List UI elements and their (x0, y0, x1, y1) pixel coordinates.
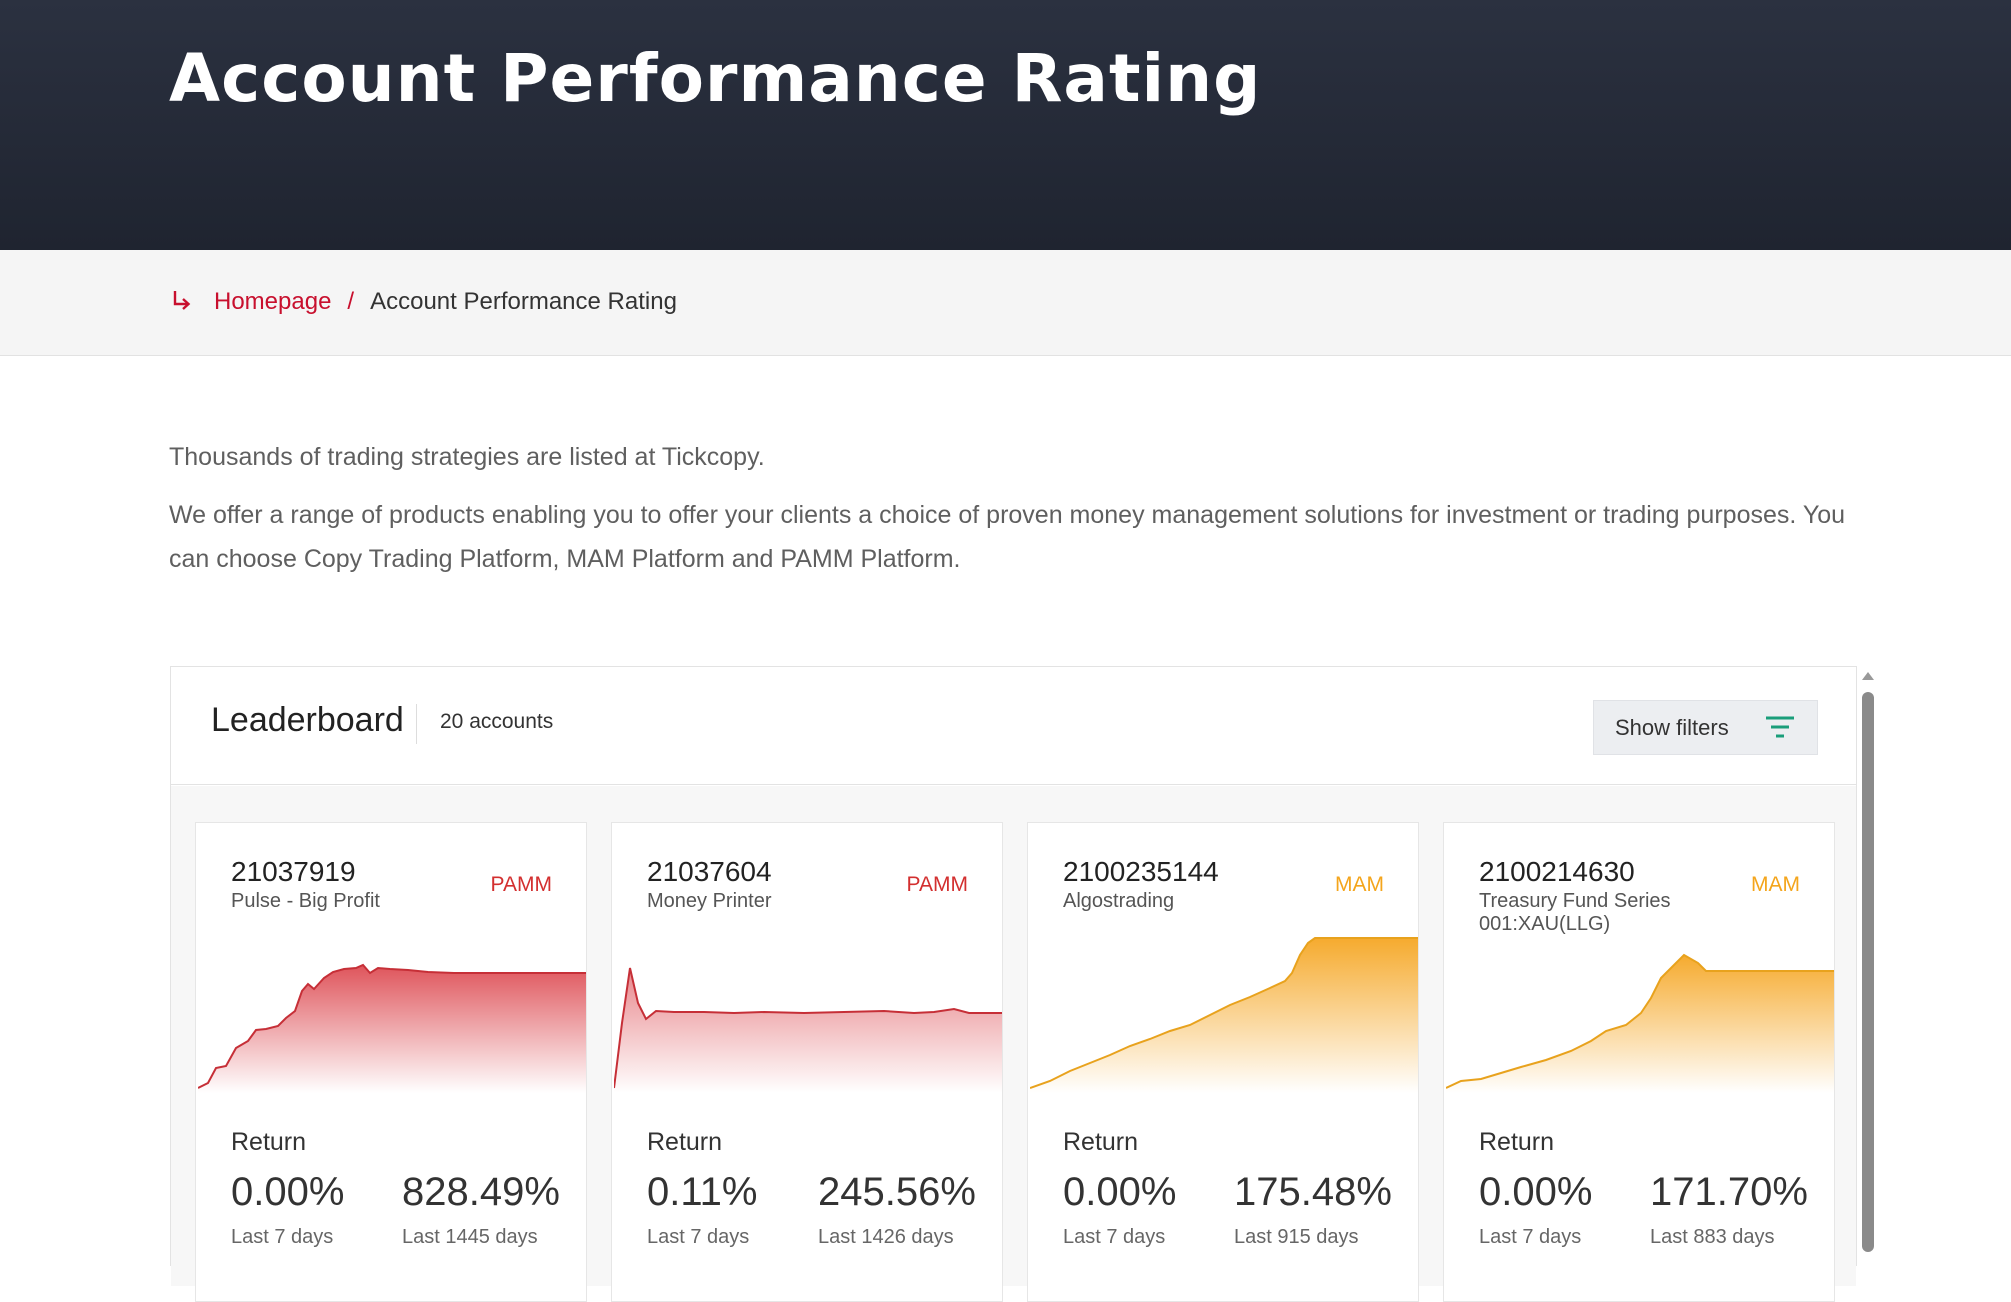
account-card[interactable]: 21037919 PAMM Pulse - Big Profit Return … (195, 822, 587, 1302)
return-7d-label: Last 7 days (647, 1226, 750, 1248)
equity-sparkline (1030, 937, 1418, 1093)
account-id: 2100235144 (1063, 856, 1219, 887)
return-label: Return (1479, 1128, 1555, 1156)
return-7d-value: 0.00% (231, 1170, 345, 1214)
show-filters-label: Show filters (1615, 714, 1729, 740)
return-total-label: Last 1445 days (402, 1226, 538, 1248)
page-header: Account Performance Rating (0, 0, 2011, 250)
return-total-value: 828.49% (402, 1170, 560, 1214)
return-label: Return (647, 1128, 723, 1156)
account-type-badge: PAMM (490, 873, 552, 896)
account-count: 20 accounts (440, 710, 554, 733)
return-7d-value: 0.00% (1063, 1170, 1177, 1214)
account-type-badge: MAM (1335, 873, 1384, 896)
page-title: Account Performance Rating (169, 40, 1262, 117)
account-name: Algostrading (1063, 890, 1175, 912)
return-label: Return (231, 1128, 307, 1156)
scroll-up-arrow[interactable] (1862, 672, 1874, 680)
return-total-value: 171.70% (1650, 1170, 1808, 1214)
return-total-label: Last 1426 days (818, 1226, 954, 1248)
breadcrumb: Homepage / Account Performance Rating (170, 288, 677, 316)
leaderboard-cards: 21037919 PAMM Pulse - Big Profit Return … (171, 786, 1856, 1302)
breadcrumb-bar: Homepage / Account Performance Rating (0, 250, 2011, 356)
filter-lines-icon (1766, 716, 1794, 738)
account-name: Money Printer (647, 890, 772, 912)
equity-sparkline (198, 963, 586, 1093)
account-id: 2100214630 (1479, 856, 1635, 887)
account-name: Pulse - Big Profit (231, 890, 380, 912)
return-7d-label: Last 7 days (1063, 1226, 1166, 1248)
return-7d-value: 0.00% (1479, 1170, 1593, 1214)
return-label: Return (1063, 1128, 1139, 1156)
leaderboard-panel: Leaderboard 20 accounts Show filters 210… (170, 666, 1857, 1302)
intro-line-2: We offer a range of products enabling yo… (169, 501, 1846, 573)
breadcrumb-home-link[interactable]: Homepage (214, 288, 332, 315)
breadcrumb-current: Account Performance Rating (370, 288, 677, 315)
intro-line-1: Thousands of trading strategies are list… (169, 443, 765, 471)
header-divider (416, 704, 417, 744)
return-total-value: 245.56% (818, 1170, 976, 1214)
account-type-badge: MAM (1751, 873, 1800, 896)
account-id: 21037919 (231, 856, 356, 887)
return-total-value: 175.48% (1234, 1170, 1392, 1214)
leaderboard-title: Leaderboard (211, 701, 404, 739)
account-name: Treasury Fund Series 001:XAU(LLG) (1479, 890, 1671, 935)
intro-text: Thousands of trading strategies are list… (169, 435, 1889, 581)
return-7d-value: 0.11% (647, 1170, 758, 1214)
return-total-label: Last 883 days (1650, 1226, 1775, 1248)
return-7d-label: Last 7 days (231, 1226, 334, 1248)
account-type-badge: PAMM (906, 873, 968, 896)
show-filters-button[interactable]: Show filters (1593, 700, 1818, 755)
equity-sparkline (1446, 953, 1834, 1093)
leaderboard-header: Leaderboard 20 accounts Show filters (171, 667, 1856, 785)
return-arrow-icon (173, 291, 191, 310)
equity-sparkline (614, 967, 1002, 1093)
account-card[interactable]: 21037604 PAMM Money Printer Return 0.11%… (611, 822, 1003, 1302)
breadcrumb-separator: / (347, 288, 355, 315)
account-card[interactable]: 2100214630 MAM Treasury Fund Series 001:… (1443, 822, 1835, 1302)
return-7d-label: Last 7 days (1479, 1226, 1582, 1248)
account-card[interactable]: 2100235144 MAM Algostrading Return 0.00%… (1027, 822, 1419, 1302)
scrollbar-thumb[interactable] (1862, 692, 1874, 1252)
return-total-label: Last 915 days (1234, 1226, 1359, 1248)
account-id: 21037604 (647, 856, 772, 887)
